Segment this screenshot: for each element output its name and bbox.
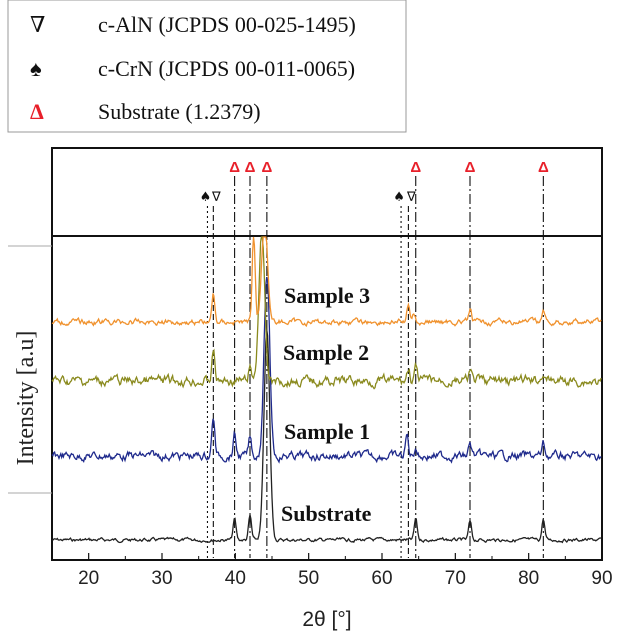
top-panel-frame (51, 147, 603, 237)
series-label: Sample 2 (283, 340, 369, 365)
series-line-sample-3 (51, 236, 602, 328)
x-tick-label: 60 (371, 568, 392, 589)
x-axis-title: 2θ [°] (302, 608, 351, 631)
series-line-sample-2 (51, 236, 602, 390)
reference-marker: Δ (465, 159, 476, 176)
legend-symbol-aln: ∇ (30, 12, 45, 37)
legend-symbol-substrate: Δ (30, 99, 44, 124)
x-tick-label: 40 (225, 568, 246, 589)
x-axis-ticks: 20 30 40 50 60 70 80 90 (78, 553, 613, 589)
legend-box (7, 0, 407, 133)
reference-marker: Δ (245, 159, 256, 176)
legend-item-aln: ∇ c-AlN (JCPDS 00-025-1495) (30, 12, 356, 37)
series-group (51, 236, 602, 544)
legend-symbol-crn: ♠ (30, 56, 42, 81)
legend-item-crn: ♠ c-CrN (JCPDS 00-011-0065) (30, 56, 355, 81)
legend-label-substrate: Substrate (1.2379) (98, 99, 261, 124)
legend: ∇ c-AlN (JCPDS 00-025-1495) ♠ c-CrN (JCP… (30, 12, 356, 124)
reference-marker: ♠ (200, 190, 212, 205)
series-label: Substrate (281, 501, 372, 526)
series-line-sample-1 (51, 276, 602, 464)
reference-marker: Δ (261, 159, 272, 176)
x-tick-label: 80 (518, 568, 539, 589)
series-labels: Substrate Sample 1 Sample 2 Sample 3 (281, 283, 372, 526)
legend-item-substrate: Δ Substrate (1.2379) (30, 99, 261, 124)
x-tick-label: 20 (78, 568, 99, 589)
legend-label-crn: c-CrN (JCPDS 00-011-0065) (98, 56, 355, 81)
legend-label-aln: c-AlN (JCPDS 00-025-1495) (98, 12, 356, 37)
series-label: Sample 1 (284, 419, 370, 444)
y-axis-title: Intensity [a.u] (13, 331, 39, 466)
reference-marker: ♠ (393, 190, 405, 205)
x-tick-label: 90 (591, 568, 612, 589)
series-line-substrate (51, 329, 602, 544)
reference-marker: ∇ (406, 190, 416, 205)
reference-marker: Δ (538, 159, 549, 176)
series-label: Sample 3 (284, 283, 370, 308)
reference-marker: Δ (410, 159, 421, 176)
reference-lines (206, 176, 544, 558)
reference-markers: ♠ ∇Δ Δ Δ♠ ∇Δ Δ Δ (200, 159, 549, 205)
reference-marker: Δ (229, 159, 240, 176)
plot-frame (51, 235, 603, 561)
x-tick-label: 70 (445, 568, 466, 589)
x-tick-label: 30 (151, 568, 172, 589)
reference-marker: ∇ (211, 190, 221, 205)
x-tick-label: 50 (298, 568, 319, 589)
